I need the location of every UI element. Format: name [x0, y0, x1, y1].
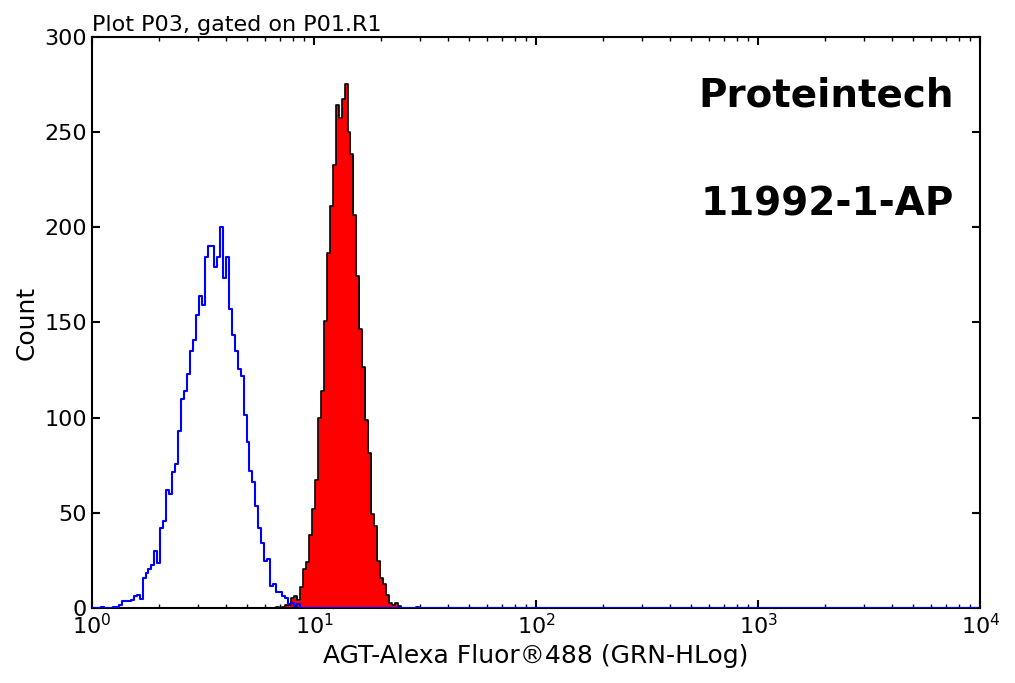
- X-axis label: AGT-Alexa Fluor®488 (GRN-HLog): AGT-Alexa Fluor®488 (GRN-HLog): [324, 644, 749, 668]
- Y-axis label: Count: Count: [15, 285, 39, 359]
- Text: Proteintech: Proteintech: [698, 76, 954, 115]
- Text: 11992-1-AP: 11992-1-AP: [700, 185, 954, 223]
- Text: Plot P03, gated on P01.R1: Plot P03, gated on P01.R1: [92, 15, 382, 35]
